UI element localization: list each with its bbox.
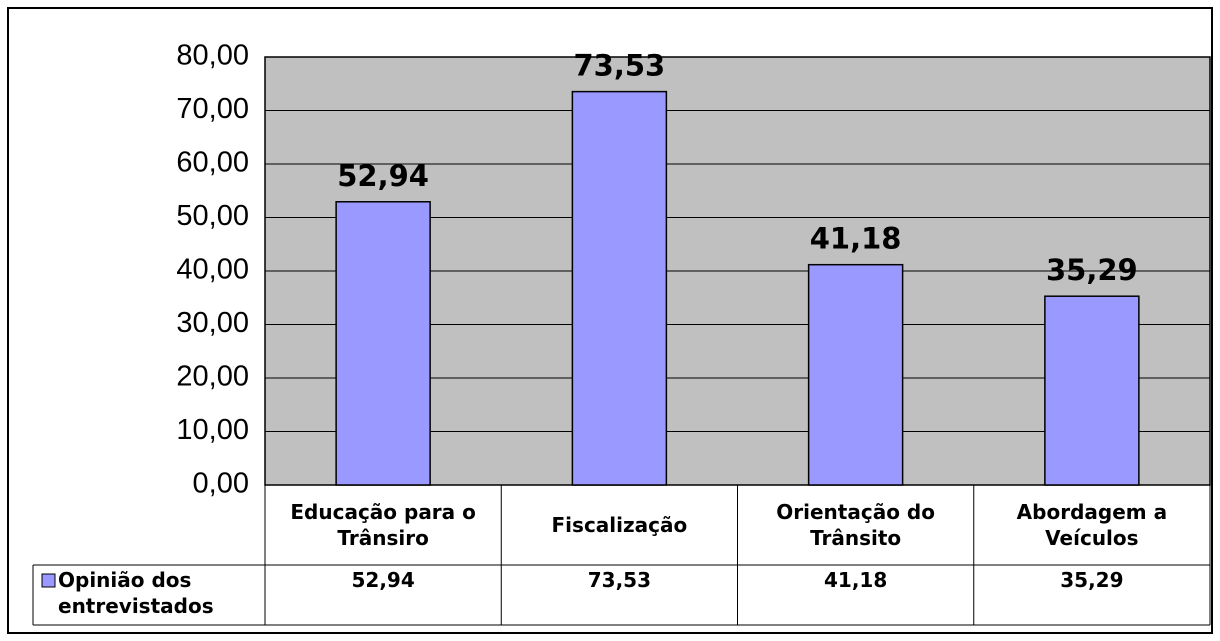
x-tick-label: Fiscalização: [551, 513, 688, 537]
y-tick-label: 50,00: [176, 200, 249, 232]
y-tick-label: 10,00: [176, 414, 249, 446]
y-tick-label: 20,00: [176, 361, 249, 393]
data-label: 73,53: [574, 49, 666, 83]
bar: [335, 201, 431, 486]
data-label: 35,29: [1046, 253, 1138, 287]
y-tick-label: 80,00: [176, 40, 249, 72]
y-tick-label: 40,00: [176, 254, 249, 286]
x-tick-label: Orientação do Trânsito: [776, 500, 935, 550]
bar: [807, 263, 904, 486]
y-tick-label: 70,00: [176, 93, 249, 125]
legend-key: [41, 573, 56, 588]
x-tick-label: Educação para o Trânsiro: [290, 500, 476, 550]
table-value: 35,29: [1060, 568, 1124, 592]
legend-label: Opinião dos entrevistados: [58, 568, 214, 618]
data-label: 41,18: [810, 222, 902, 256]
y-tick-label: 30,00: [176, 307, 249, 339]
x-tick-label: Abordagem a Veículos: [1016, 500, 1168, 550]
bar: [571, 90, 668, 486]
table-value: 52,94: [351, 568, 415, 592]
y-tick-label: 0,00: [193, 468, 249, 500]
data-label: 52,94: [337, 159, 429, 193]
bar: [1044, 295, 1140, 486]
table-value: 41,18: [823, 568, 888, 592]
y-tick-label: 60,00: [176, 147, 249, 179]
table-value: 73,53: [587, 568, 651, 592]
